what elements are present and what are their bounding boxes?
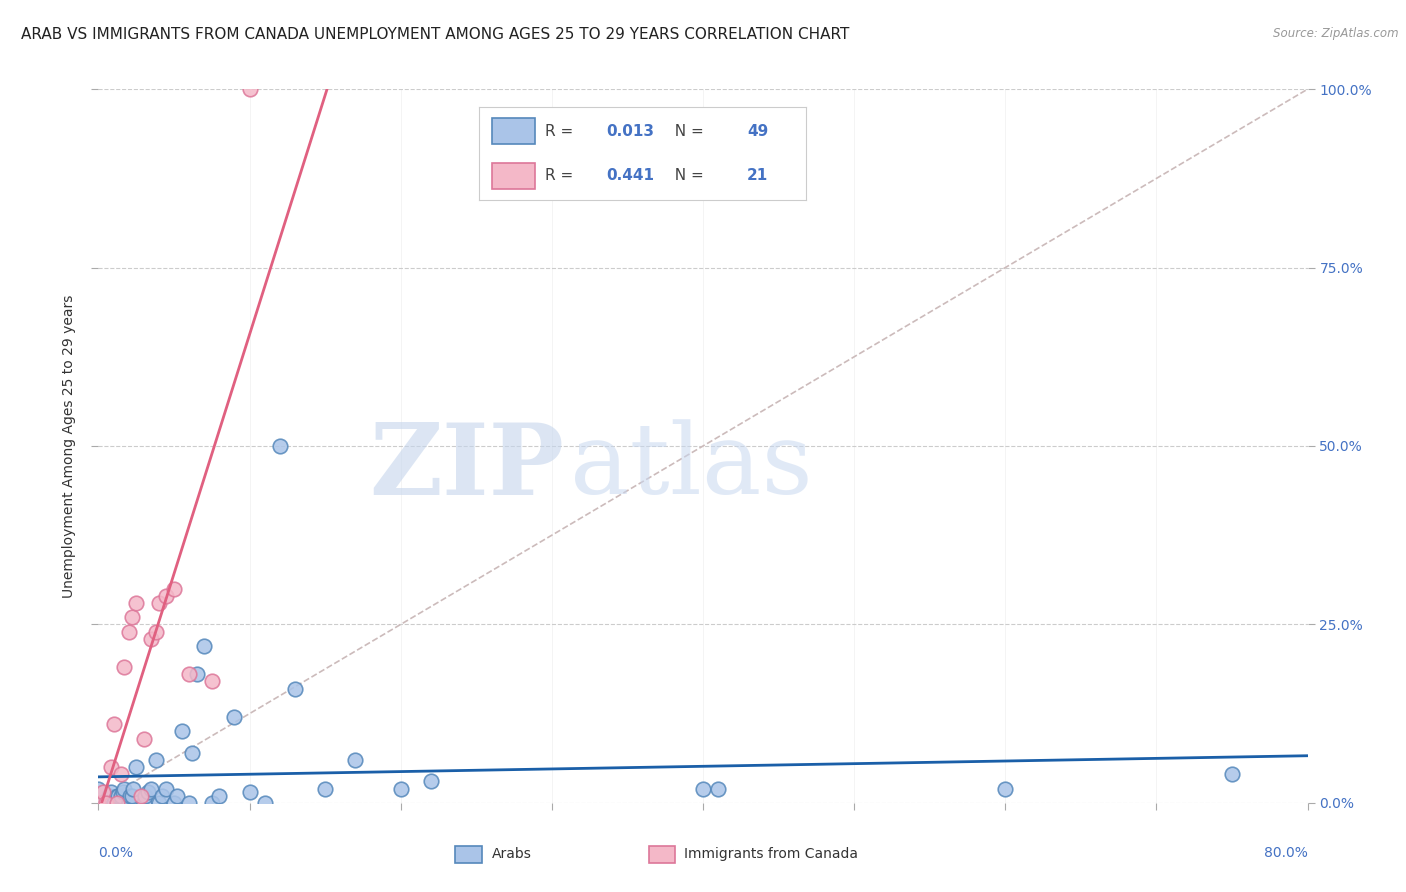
Point bbox=[239, 785, 262, 799]
Point bbox=[692, 781, 714, 796]
Point bbox=[132, 731, 155, 746]
Point bbox=[145, 753, 167, 767]
Text: ZIP: ZIP bbox=[368, 419, 564, 516]
Point bbox=[179, 667, 201, 681]
Text: Immigrants from Canada: Immigrants from Canada bbox=[683, 847, 858, 861]
Point bbox=[103, 717, 125, 731]
Point bbox=[121, 610, 143, 624]
Point bbox=[145, 624, 167, 639]
Point bbox=[1220, 767, 1243, 781]
Point bbox=[314, 781, 336, 796]
Text: ARAB VS IMMIGRANTS FROM CANADA UNEMPLOYMENT AMONG AGES 25 TO 29 YEARS CORRELATIO: ARAB VS IMMIGRANTS FROM CANADA UNEMPLOYM… bbox=[21, 27, 849, 42]
Point bbox=[120, 789, 142, 803]
Y-axis label: Unemployment Among Ages 25 to 29 years: Unemployment Among Ages 25 to 29 years bbox=[62, 294, 76, 598]
Point bbox=[134, 789, 156, 803]
Point bbox=[181, 746, 204, 760]
Point bbox=[118, 624, 141, 639]
Point bbox=[125, 596, 148, 610]
Point bbox=[103, 796, 125, 810]
Point bbox=[179, 796, 201, 810]
Point bbox=[163, 582, 186, 596]
Point bbox=[94, 796, 117, 810]
Point bbox=[110, 767, 132, 781]
Point bbox=[105, 789, 128, 803]
Text: Arabs: Arabs bbox=[492, 847, 531, 861]
Point bbox=[111, 785, 134, 799]
Point bbox=[132, 796, 155, 810]
Point bbox=[129, 789, 152, 803]
Point bbox=[148, 596, 170, 610]
Point bbox=[87, 796, 110, 810]
Point bbox=[163, 796, 186, 810]
Point bbox=[105, 796, 128, 810]
Point bbox=[141, 632, 163, 646]
Point bbox=[112, 660, 135, 674]
Point bbox=[112, 781, 135, 796]
Point bbox=[389, 781, 412, 796]
Point bbox=[121, 789, 143, 803]
Point bbox=[253, 796, 276, 810]
Point bbox=[344, 753, 367, 767]
Point bbox=[91, 796, 114, 810]
FancyBboxPatch shape bbox=[456, 846, 482, 863]
Point bbox=[166, 789, 188, 803]
Point bbox=[100, 785, 122, 799]
Point bbox=[107, 789, 129, 803]
Point bbox=[110, 789, 132, 803]
Point bbox=[122, 781, 145, 796]
Point bbox=[98, 789, 121, 803]
Point bbox=[100, 760, 122, 774]
Point bbox=[103, 796, 125, 810]
Point bbox=[87, 781, 110, 796]
Point bbox=[193, 639, 215, 653]
Point bbox=[186, 667, 208, 681]
Point bbox=[420, 774, 443, 789]
Point bbox=[94, 796, 117, 810]
Point bbox=[141, 781, 163, 796]
Point bbox=[170, 724, 193, 739]
Point bbox=[155, 781, 177, 796]
Point bbox=[284, 681, 307, 696]
Point bbox=[201, 796, 224, 810]
Text: Source: ZipAtlas.com: Source: ZipAtlas.com bbox=[1274, 27, 1399, 40]
Point bbox=[103, 796, 125, 810]
Point bbox=[118, 796, 141, 810]
FancyBboxPatch shape bbox=[648, 846, 675, 863]
Point bbox=[91, 785, 114, 799]
Text: 0.0%: 0.0% bbox=[98, 846, 134, 860]
Point bbox=[125, 760, 148, 774]
Point bbox=[224, 710, 246, 724]
Point bbox=[201, 674, 224, 689]
Point bbox=[239, 82, 262, 96]
Point bbox=[150, 789, 173, 803]
Point bbox=[208, 789, 231, 803]
Point bbox=[707, 781, 730, 796]
Text: atlas: atlas bbox=[569, 419, 813, 516]
Point bbox=[118, 796, 141, 810]
Point bbox=[148, 796, 170, 810]
Point bbox=[994, 781, 1017, 796]
Point bbox=[136, 785, 159, 799]
Point bbox=[269, 439, 291, 453]
Text: 80.0%: 80.0% bbox=[1264, 846, 1308, 860]
Point bbox=[155, 589, 177, 603]
